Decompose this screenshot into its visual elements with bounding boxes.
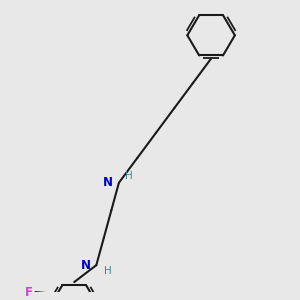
Text: H: H <box>125 171 133 181</box>
Text: H: H <box>103 266 111 276</box>
Text: F: F <box>25 286 33 298</box>
Text: N: N <box>80 259 90 272</box>
Text: N: N <box>103 176 113 189</box>
